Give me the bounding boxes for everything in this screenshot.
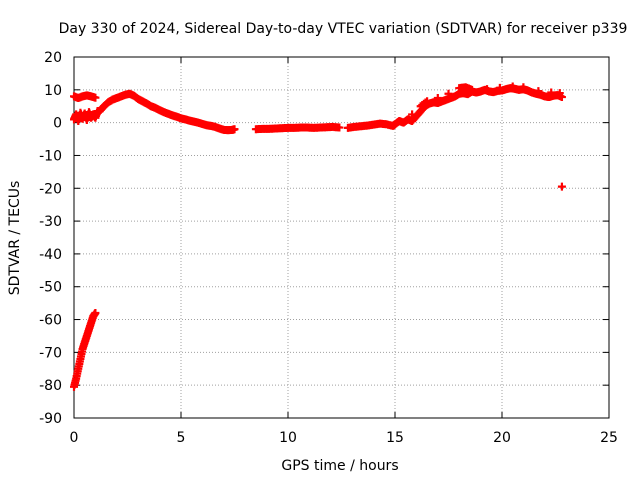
y-tick-label: -70 (39, 345, 62, 361)
data-points (70, 82, 566, 391)
y-axis-label: SDTVAR / TECUs (7, 181, 23, 296)
x-tick-label: 15 (386, 430, 404, 446)
x-tick-label: 20 (493, 430, 511, 446)
y-tick-label: -10 (39, 148, 62, 164)
y-tick-label: -30 (39, 214, 62, 230)
data-point (90, 93, 99, 102)
data-point (556, 92, 565, 101)
data-point (333, 123, 342, 132)
chart-title: Day 330 of 2024, Sidereal Day-to-day VTE… (59, 21, 628, 37)
y-tick-label: 20 (44, 50, 62, 66)
y-tick-label: 10 (44, 83, 62, 99)
plot-frame (73, 56, 610, 419)
data-point (466, 85, 475, 94)
x-tick-label: 25 (600, 430, 618, 446)
x-tick-label: 5 (177, 430, 186, 446)
x-tick-label: 0 (70, 430, 79, 446)
y-tick-label: -60 (39, 313, 62, 329)
data-point (421, 98, 430, 107)
y-tick-label: -50 (39, 280, 62, 296)
grid (74, 57, 609, 418)
y-tick-label: -20 (39, 181, 62, 197)
x-tick-label: 10 (279, 430, 297, 446)
y-tick-label: 0 (53, 116, 62, 132)
x-axis-label: GPS time / hours (281, 458, 398, 474)
data-point (229, 125, 238, 134)
data-point (90, 309, 99, 318)
y-tick-label: -90 (39, 411, 62, 427)
axis-ticks: 0 5 10 15 20 25 20 10 0 -10 -20 -30 -40 -50 -60 -70 -80 -… (39, 50, 618, 446)
data-point (557, 182, 566, 191)
y-tick-label: -80 (39, 378, 62, 394)
y-tick-label: -40 (39, 247, 62, 263)
